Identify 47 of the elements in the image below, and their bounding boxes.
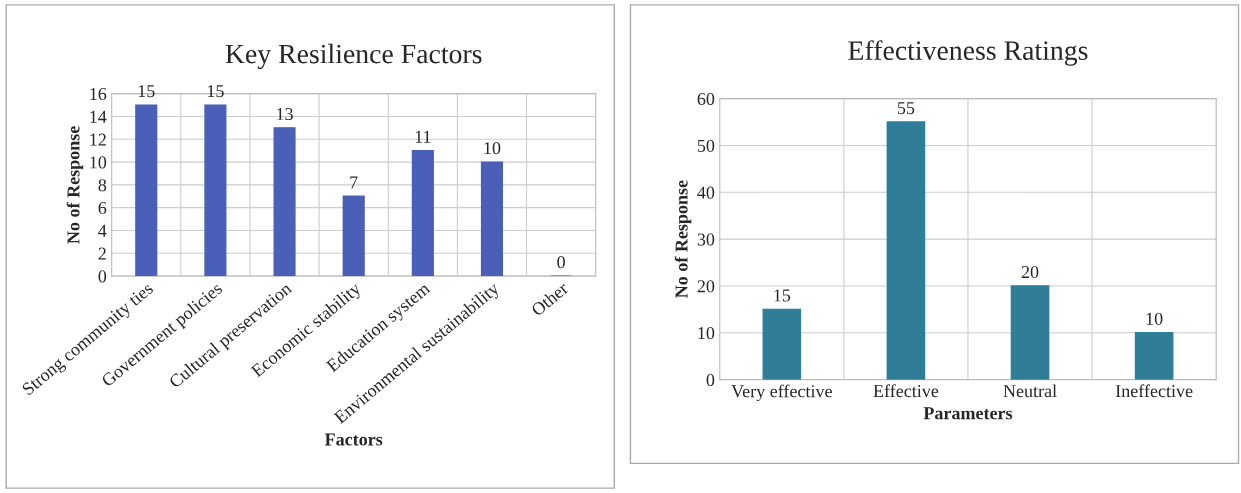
x-axis-title: Factors (324, 433, 383, 446)
y-tick-label: 14 (90, 110, 107, 123)
y-tick-label: 30 (697, 233, 715, 246)
bar (886, 121, 926, 380)
y-tick-label: 6 (98, 201, 107, 215)
data-label: 0 (557, 256, 565, 269)
data-label: 55 (897, 102, 915, 115)
y-tick-label: 8 (98, 179, 107, 192)
bar (480, 161, 504, 277)
data-label: 13 (277, 107, 293, 121)
data-label: 15 (207, 85, 224, 98)
bar (411, 149, 434, 277)
y-tick-label: 60 (697, 92, 715, 106)
y-tick-label: 0 (706, 373, 715, 387)
y-tick-label: 12 (90, 133, 106, 146)
y-tick-label: 2 (98, 247, 106, 260)
data-label: 10 (1146, 312, 1163, 325)
chart-title: Key Resilience Factors (225, 43, 482, 70)
x-tick-label: Effective (873, 384, 939, 398)
y-tick-label: 0 (98, 270, 107, 283)
x-tick-label: Neutral (1003, 384, 1057, 398)
x-axis-title: Parameters (923, 407, 1013, 420)
data-label: 20 (1021, 265, 1039, 279)
data-label: 15 (774, 289, 791, 302)
bar (204, 104, 227, 277)
y-tick-label: 10 (698, 327, 715, 340)
bar (135, 104, 158, 277)
x-tick-label: Very effective (731, 384, 832, 402)
data-label: 10 (484, 142, 501, 155)
y-tick-label: 40 (697, 186, 715, 199)
bar (273, 127, 296, 277)
y-axis-title: No of Response (674, 180, 692, 298)
bar (1010, 285, 1050, 380)
y-axis-title: No of Response (66, 126, 84, 244)
y-tick-label: 50 (697, 139, 715, 152)
chart-title: Effectiveness Ratings (848, 40, 1088, 66)
data-label: 7 (350, 176, 358, 189)
bar (1134, 332, 1174, 380)
bar (342, 195, 365, 277)
y-tick-label: 10 (90, 156, 107, 169)
bar (762, 308, 802, 380)
y-tick-label: 20 (697, 280, 715, 293)
data-label: 11 (415, 130, 431, 143)
y-tick-label: 4 (98, 224, 107, 237)
data-label: 15 (138, 85, 155, 98)
y-tick-label: 16 (90, 87, 107, 101)
x-tick-label: Ineffective (1115, 384, 1193, 398)
